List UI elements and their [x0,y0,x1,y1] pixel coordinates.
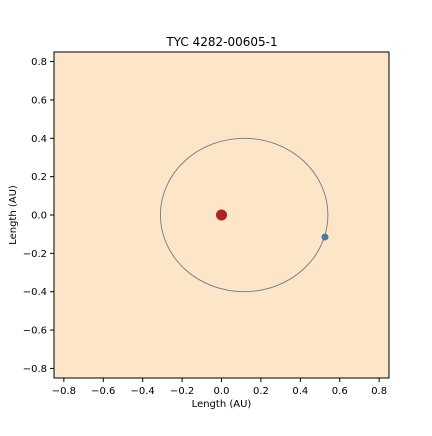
y-tick-label: −0.6 [23,326,47,337]
marks-layer [159,137,329,293]
y-tick-label: 0.4 [31,134,47,145]
y-tick-label: 0.0 [31,211,47,222]
x-axis-label: Length (AU) [192,399,252,410]
orbit-path [159,137,329,293]
y-tick-label: 0.6 [31,95,47,106]
x-tick-label: 0.4 [292,386,308,397]
chart-title: TYC 4282-00605-1 [165,35,277,49]
x-tick-label: 0.2 [253,386,269,397]
y-axis: −0.8 −0.6 −0.4 −0.2 0.0 0.2 0.4 0.6 0.8 [23,57,54,375]
planet-marker [321,233,329,241]
x-tick-label: −0.4 [131,386,155,397]
x-tick-label: 0.0 [214,386,230,397]
y-tick-label: −0.2 [23,249,47,260]
star-marker [216,209,227,221]
y-tick-label: −0.4 [23,287,47,298]
x-tick-label: −0.8 [52,386,76,397]
y-tick-label: −0.8 [23,364,47,375]
y-tick-label: 0.8 [31,57,47,68]
y-axis-label: Length (AU) [8,185,19,245]
y-tick-label: 0.2 [31,172,47,183]
x-tick-label: 0.8 [371,386,387,397]
x-tick-label: −0.6 [91,386,115,397]
x-tick-label: −0.2 [170,386,194,397]
x-axis: −0.8 −0.6 −0.4 −0.2 0.0 0.2 0.4 0.6 0.8 [52,378,387,397]
x-tick-label: 0.6 [332,386,348,397]
